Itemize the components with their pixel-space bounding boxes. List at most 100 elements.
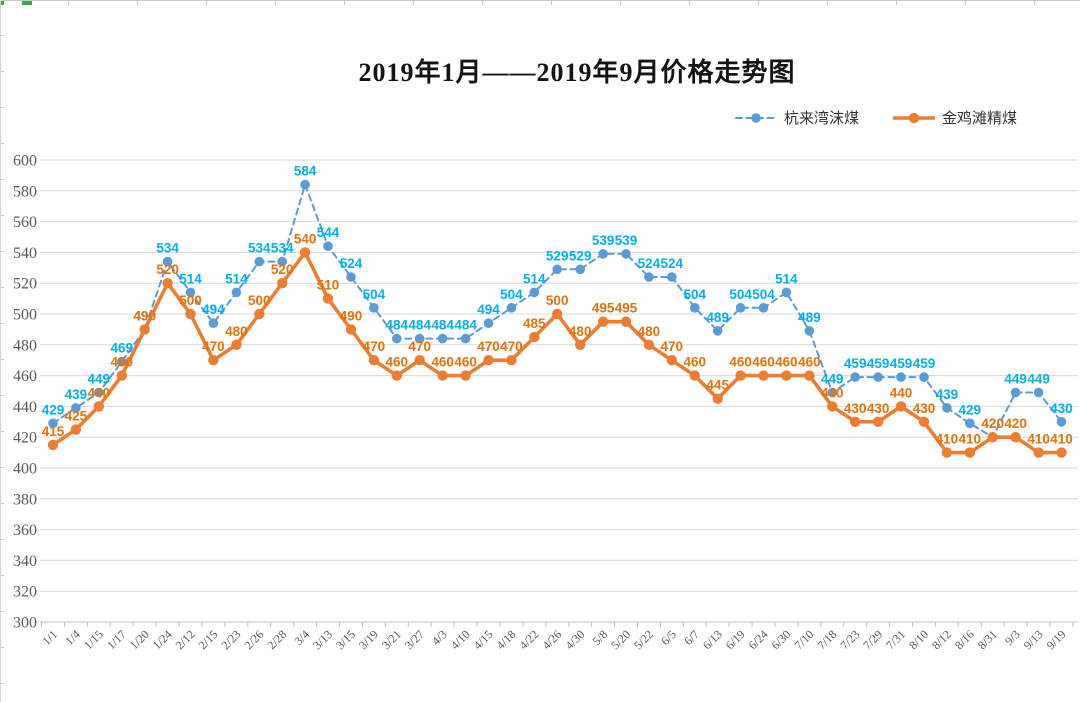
- svg-text:485: 485: [523, 316, 546, 331]
- svg-text:495: 495: [615, 301, 638, 316]
- svg-text:529: 529: [569, 248, 592, 263]
- x-axis-tick-labels: 1/1 1/41/151/171/201/242/122/152/232/262/…: [39, 627, 1068, 652]
- svg-text:480: 480: [13, 337, 37, 354]
- svg-text:1/24: 1/24: [150, 627, 175, 652]
- svg-text:429: 429: [42, 402, 65, 417]
- selection-handle-icon: [22, 1, 32, 5]
- svg-text:495: 495: [592, 301, 615, 316]
- svg-text:460: 460: [775, 355, 798, 370]
- svg-text:4/22: 4/22: [516, 627, 541, 652]
- legend-item-jinjitan[interactable]: 金鸡滩精煤: [893, 107, 1017, 128]
- svg-text:4/3: 4/3: [429, 627, 450, 648]
- svg-text:469: 469: [111, 341, 134, 356]
- svg-text:460: 460: [386, 355, 409, 370]
- svg-text:520: 520: [156, 262, 179, 277]
- y-axis-tick-labels: 300 320 340 360 380 400 420 440 460 480 500 520 540 5…: [13, 153, 37, 632]
- svg-text:460: 460: [752, 355, 775, 370]
- svg-text:1/15: 1/15: [81, 627, 106, 652]
- chart-title: 2019年1月——2019年9月价格走势图: [358, 58, 796, 87]
- svg-text:415: 415: [42, 424, 65, 439]
- svg-text:430: 430: [1050, 401, 1073, 416]
- svg-text:400: 400: [13, 461, 37, 478]
- svg-text:500: 500: [179, 293, 202, 308]
- svg-text:4/10: 4/10: [448, 627, 473, 652]
- svg-text:2/28: 2/28: [264, 627, 289, 652]
- svg-text:520: 520: [13, 276, 37, 293]
- svg-text:480: 480: [225, 324, 248, 339]
- legend-label: 金鸡滩精煤: [942, 111, 1018, 127]
- svg-text:8/31: 8/31: [975, 627, 1000, 652]
- svg-text:380: 380: [13, 491, 37, 508]
- svg-text:410: 410: [959, 432, 982, 447]
- svg-text:3/19: 3/19: [356, 627, 381, 652]
- svg-text:504: 504: [500, 287, 523, 302]
- svg-text:504: 504: [752, 287, 775, 302]
- svg-text:504: 504: [729, 287, 752, 302]
- legend-item-hanglaiwan[interactable]: 杭来湾沫煤: [735, 107, 859, 128]
- svg-text:6/7: 6/7: [681, 627, 702, 648]
- legend: 杭来湾沫煤 金鸡滩精煤: [735, 107, 1017, 128]
- svg-text:425: 425: [65, 409, 88, 424]
- svg-text:540: 540: [294, 231, 317, 246]
- svg-text:489: 489: [798, 310, 821, 325]
- svg-text:524: 524: [638, 256, 661, 271]
- svg-text:524: 524: [340, 256, 363, 271]
- svg-text:1/20: 1/20: [127, 627, 152, 652]
- svg-text:494: 494: [477, 302, 500, 317]
- svg-text:449: 449: [1004, 372, 1027, 387]
- svg-text:480: 480: [638, 324, 661, 339]
- svg-text:1/1: 1/1: [39, 627, 60, 648]
- svg-text:320: 320: [13, 584, 37, 601]
- svg-text:514: 514: [225, 271, 248, 286]
- spreadsheet-left-edge: [0, 0, 5, 702]
- svg-text:534: 534: [248, 241, 271, 256]
- svg-text:470: 470: [500, 339, 523, 354]
- gridlines: [40, 159, 1078, 623]
- svg-text:6/13: 6/13: [700, 627, 725, 652]
- svg-text:8/10: 8/10: [906, 627, 931, 652]
- svg-text:430: 430: [913, 401, 936, 416]
- svg-text:1/17: 1/17: [104, 627, 129, 652]
- dashed-line-marker-icon: [735, 112, 777, 123]
- svg-text:534: 534: [156, 241, 179, 256]
- svg-text:514: 514: [775, 271, 798, 286]
- svg-text:3/13: 3/13: [310, 627, 335, 652]
- svg-text:2/26: 2/26: [241, 627, 266, 652]
- svg-text:484: 484: [431, 318, 454, 333]
- svg-text:514: 514: [523, 271, 546, 286]
- svg-text:504: 504: [363, 287, 386, 302]
- svg-text:6/30: 6/30: [769, 627, 794, 652]
- svg-text:410: 410: [1050, 432, 1073, 447]
- svg-text:6/19: 6/19: [723, 627, 748, 652]
- svg-text:7/29: 7/29: [860, 627, 885, 652]
- svg-text:459: 459: [867, 356, 890, 371]
- svg-text:360: 360: [13, 522, 37, 539]
- series-jinjitan[interactable]: [47, 247, 1067, 458]
- svg-text:439: 439: [65, 387, 88, 402]
- svg-text:524: 524: [661, 256, 684, 271]
- svg-text:8/12: 8/12: [929, 627, 954, 652]
- svg-text:420: 420: [1004, 416, 1027, 431]
- svg-text:494: 494: [202, 302, 225, 317]
- svg-text:470: 470: [477, 339, 500, 354]
- svg-text:514: 514: [179, 271, 202, 286]
- svg-text:3/15: 3/15: [333, 627, 358, 652]
- svg-text:500: 500: [248, 293, 271, 308]
- svg-text:7/31: 7/31: [883, 627, 908, 652]
- svg-text:600: 600: [13, 153, 37, 170]
- svg-text:470: 470: [408, 339, 431, 354]
- svg-text:460: 460: [798, 355, 821, 370]
- svg-text:460: 460: [729, 355, 752, 370]
- svg-text:539: 539: [615, 233, 638, 248]
- svg-text:4/26: 4/26: [539, 627, 564, 652]
- svg-text:5/20: 5/20: [608, 627, 633, 652]
- svg-text:410: 410: [936, 432, 959, 447]
- svg-text:460: 460: [13, 368, 37, 385]
- svg-text:449: 449: [88, 372, 111, 387]
- svg-text:8/16: 8/16: [952, 627, 977, 652]
- svg-text:529: 529: [546, 248, 569, 263]
- svg-text:534: 534: [271, 241, 294, 256]
- svg-text:440: 440: [890, 385, 913, 400]
- solid-line-marker-icon: [893, 112, 936, 123]
